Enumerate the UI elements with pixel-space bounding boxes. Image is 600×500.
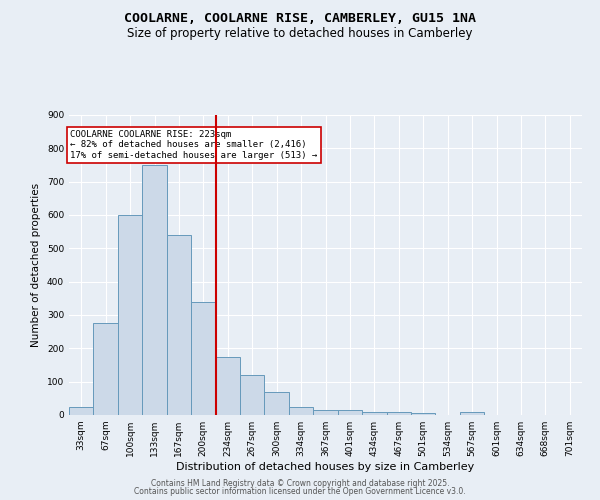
Bar xyxy=(191,302,215,415)
Y-axis label: Number of detached properties: Number of detached properties xyxy=(31,183,41,347)
Bar xyxy=(142,165,167,415)
Bar xyxy=(362,412,386,415)
Bar xyxy=(289,406,313,415)
Bar xyxy=(215,356,240,415)
Text: COOLARNE, COOLARNE RISE, CAMBERLEY, GU15 1NA: COOLARNE, COOLARNE RISE, CAMBERLEY, GU15… xyxy=(124,12,476,26)
Bar xyxy=(460,412,484,415)
Text: Contains public sector information licensed under the Open Government Licence v3: Contains public sector information licen… xyxy=(134,487,466,496)
X-axis label: Distribution of detached houses by size in Camberley: Distribution of detached houses by size … xyxy=(176,462,475,472)
Bar xyxy=(94,324,118,415)
Bar xyxy=(411,414,436,415)
Text: COOLARNE COOLARNE RISE: 223sqm
← 82% of detached houses are smaller (2,416)
17% : COOLARNE COOLARNE RISE: 223sqm ← 82% of … xyxy=(70,130,317,160)
Bar xyxy=(313,410,338,415)
Bar xyxy=(386,412,411,415)
Bar xyxy=(338,410,362,415)
Bar xyxy=(240,375,265,415)
Text: Contains HM Land Registry data © Crown copyright and database right 2025.: Contains HM Land Registry data © Crown c… xyxy=(151,478,449,488)
Text: Size of property relative to detached houses in Camberley: Size of property relative to detached ho… xyxy=(127,28,473,40)
Bar xyxy=(167,235,191,415)
Bar xyxy=(265,392,289,415)
Bar xyxy=(69,406,94,415)
Bar xyxy=(118,215,142,415)
